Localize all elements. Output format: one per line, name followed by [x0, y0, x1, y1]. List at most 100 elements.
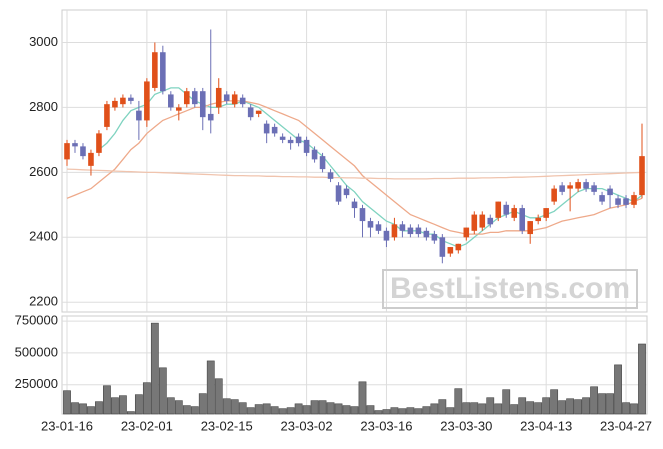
- volume-bar: [398, 408, 407, 415]
- candle-body: [583, 182, 589, 189]
- x-tick-label: 23-03-02: [281, 418, 333, 433]
- y-tick-label: 2200: [29, 294, 58, 309]
- candle-body: [327, 172, 334, 179]
- volume-bar: [142, 382, 151, 415]
- candle-body: [591, 185, 597, 192]
- volume-bar: [126, 411, 135, 415]
- volume-bar: [246, 407, 255, 415]
- candle-body: [367, 221, 374, 228]
- candle-body: [359, 208, 366, 222]
- volume-bar: [174, 400, 183, 415]
- volume-bar: [414, 408, 423, 415]
- moving-average: [66, 100, 643, 235]
- volume-bar: [310, 400, 319, 415]
- candle-body: [575, 182, 581, 189]
- candle-body: [303, 139, 310, 153]
- x-tick-label: 23-03-30: [440, 418, 492, 433]
- candle-body: [519, 208, 526, 231]
- candle-body: [567, 185, 573, 189]
- volume-bar: [342, 405, 351, 415]
- candle-body: [511, 208, 518, 218]
- volume-bar: [382, 409, 391, 415]
- volume-bar: [294, 403, 303, 415]
- volume-bar: [358, 381, 367, 415]
- y-tick-label: 2800: [29, 99, 58, 114]
- candle-body: [104, 104, 110, 127]
- volume-bar: [190, 406, 199, 415]
- volume-bar: [350, 406, 359, 415]
- volume-bar: [438, 399, 447, 415]
- candle-body: [231, 94, 238, 105]
- volume-bar: [534, 402, 543, 415]
- candle-body: [183, 91, 190, 105]
- watermark-box: [382, 269, 638, 309]
- volume-bar: [470, 402, 479, 415]
- candle-body: [319, 156, 326, 170]
- y-tick-label: 3000: [29, 34, 58, 49]
- candle-body: [447, 247, 454, 254]
- candle-body: [207, 113, 214, 121]
- volume-bar: [206, 360, 215, 415]
- volume-bar: [590, 386, 598, 415]
- volume-bar: [366, 405, 375, 415]
- candle-body: [471, 214, 478, 231]
- candle-body: [623, 198, 629, 205]
- candle-body: [199, 91, 206, 118]
- volume-bar: [230, 399, 239, 415]
- candle-body: [391, 224, 398, 238]
- candle-body: [96, 133, 102, 153]
- candle-body: [88, 152, 94, 166]
- volume-bar: [566, 398, 575, 415]
- volume-bar: [518, 397, 527, 415]
- candle-body: [335, 185, 342, 202]
- volume-bar: [214, 378, 223, 415]
- volume-tick-label: 750000: [15, 313, 58, 328]
- volume-bar: [286, 407, 295, 415]
- volume-bar: [95, 401, 103, 415]
- candle-body: [351, 201, 358, 209]
- volume-bar: [446, 407, 455, 415]
- volume-bar: [238, 402, 247, 415]
- candle-body: [383, 230, 390, 241]
- candle-body: [112, 100, 118, 108]
- watermark: BestListens.com: [390, 272, 630, 305]
- volume-bar: [150, 322, 159, 415]
- y-tick-label: 2600: [29, 164, 58, 179]
- candle-body: [160, 52, 166, 92]
- candle-body: [343, 188, 350, 196]
- volume-bar: [79, 403, 87, 415]
- candle-body: [399, 224, 406, 231]
- volume-bar: [430, 403, 439, 415]
- candle-body: [479, 214, 486, 228]
- candle-body: [311, 149, 318, 160]
- y-tick-label: 2400: [29, 229, 58, 244]
- candle-body: [144, 81, 150, 121]
- volume-bar: [526, 401, 535, 415]
- volume-bar: [486, 397, 495, 415]
- candle-body: [431, 234, 438, 241]
- candle-body: [615, 198, 621, 205]
- volume-bar: [254, 404, 263, 415]
- candle-body: [559, 185, 565, 192]
- volume-bar: [478, 403, 487, 415]
- volume-bar: [462, 402, 471, 415]
- volume-bar: [71, 402, 79, 415]
- candle-body: [463, 227, 470, 238]
- x-tick-label: 23-02-15: [201, 418, 253, 433]
- volume-bar: [510, 404, 519, 415]
- candle-body: [503, 204, 510, 215]
- volume-bar: [374, 410, 383, 415]
- candle-body: [527, 221, 533, 235]
- volume-bar: [542, 397, 551, 415]
- candle-body: [255, 110, 262, 114]
- candle-body: [487, 217, 494, 225]
- volume-bar: [63, 390, 71, 415]
- volume-bar: [222, 398, 231, 415]
- volume-bar: [574, 399, 583, 415]
- candle-body: [415, 227, 422, 235]
- candle-body: [168, 94, 174, 108]
- candle-body: [407, 227, 414, 235]
- volume-bar: [494, 403, 503, 415]
- x-tick-label: 23-04-27: [600, 418, 652, 433]
